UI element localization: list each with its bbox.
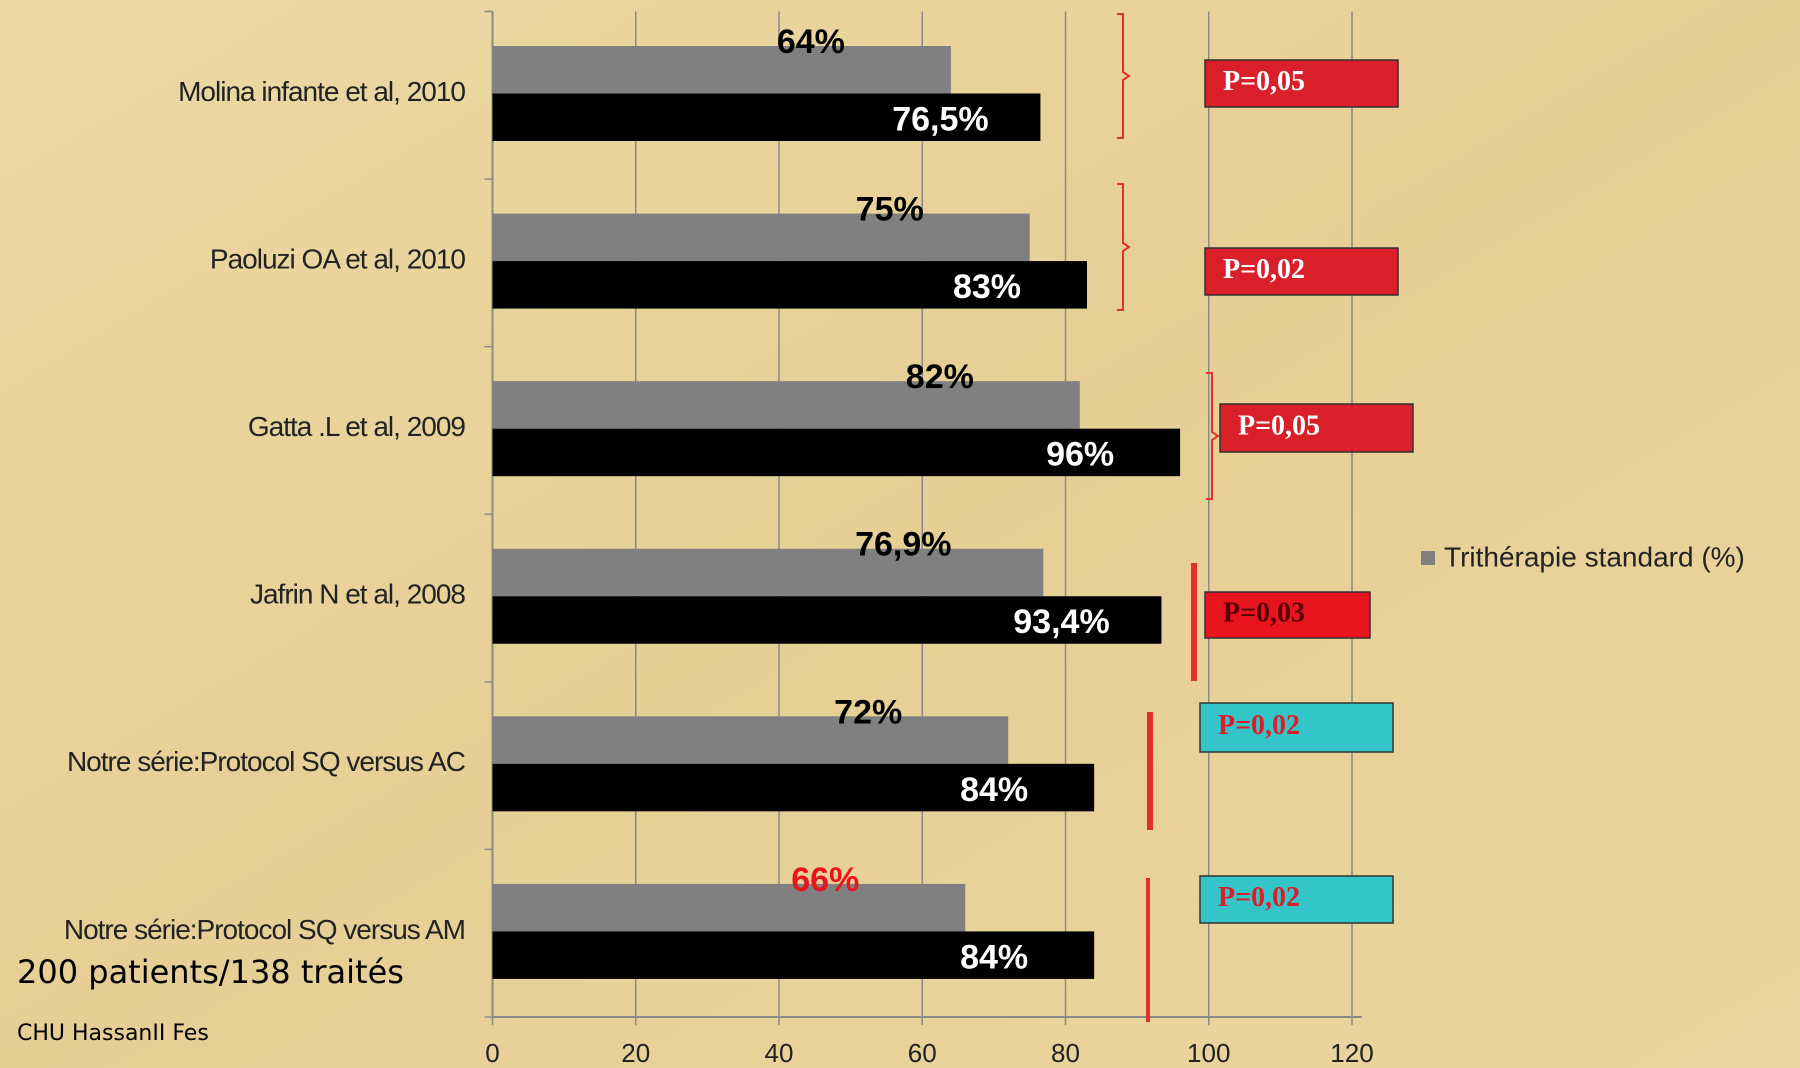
p-value-box [1204, 247, 1399, 296]
p-value: P=0,02 [1223, 254, 1305, 285]
p-value-box [1219, 403, 1414, 453]
legend-label: Trithérapie standard (%) [1444, 541, 1745, 572]
value-label: 83% [953, 268, 1021, 306]
bar [492, 213, 1030, 262]
y-tick-label: Notre série:Protocol SQ versus AC [67, 746, 466, 777]
bar [492, 716, 1009, 764]
y-tick-label: Gatta .L et al, 2009 [248, 411, 466, 442]
bar [492, 883, 966, 932]
x-tick-label: 120 [1330, 1038, 1373, 1068]
y-tick-label: Molina infante et al, 2010 [178, 76, 465, 107]
legend-swatch [1421, 551, 1435, 565]
bracket [1117, 13, 1131, 139]
p-value-box [1199, 875, 1394, 924]
p-value: P=0,05 [1238, 410, 1320, 441]
y-tick-label: Paoluzi OA et al, 2010 [210, 243, 466, 274]
p-value: P=0,02 [1218, 882, 1300, 913]
bar [492, 381, 1080, 429]
p-value: P=0,03 [1223, 597, 1305, 628]
bar [492, 46, 951, 94]
value-label: 66% [791, 861, 859, 899]
bracket [1117, 183, 1131, 311]
bar [492, 428, 1181, 477]
bar [492, 763, 1095, 812]
value-label: 84% [960, 938, 1028, 976]
x-tick-label: 20 [621, 1038, 650, 1068]
bar [492, 261, 1087, 309]
value-label: 84% [960, 771, 1028, 809]
p-value-box [1199, 702, 1394, 753]
value-label: 64% [777, 23, 845, 61]
bar [492, 596, 1162, 644]
p-value-box [1204, 59, 1399, 108]
p-value-box [1204, 591, 1371, 639]
value-label: 82% [906, 358, 974, 396]
bar [492, 548, 1044, 597]
p-value: P=0,02 [1218, 710, 1300, 741]
value-label: 75% [856, 191, 924, 229]
x-tick-label: 100 [1187, 1038, 1230, 1068]
x-tick-label: 60 [908, 1038, 937, 1068]
y-tick-label: Jafrin N et al, 2008 [250, 579, 465, 610]
bar [492, 93, 1041, 141]
note: CHU HassanII Fes [17, 1021, 209, 1046]
value-label: 93,4% [1013, 603, 1109, 641]
bracket [1206, 372, 1220, 500]
p-value: P=0,05 [1223, 66, 1305, 97]
value-label: 72% [834, 693, 902, 731]
bar [492, 931, 1095, 979]
value-label: 96% [1046, 436, 1114, 474]
note: 200 patients/138 traités [17, 953, 404, 991]
x-tick-label: 40 [765, 1038, 794, 1068]
y-tick-label: Notre série:Protocol SQ versus AM [64, 914, 465, 945]
value-label: 76,9% [855, 526, 951, 564]
value-label: 76,5% [892, 100, 988, 138]
x-tick-label: 80 [1051, 1038, 1080, 1068]
x-tick-label: 0 [485, 1038, 499, 1068]
